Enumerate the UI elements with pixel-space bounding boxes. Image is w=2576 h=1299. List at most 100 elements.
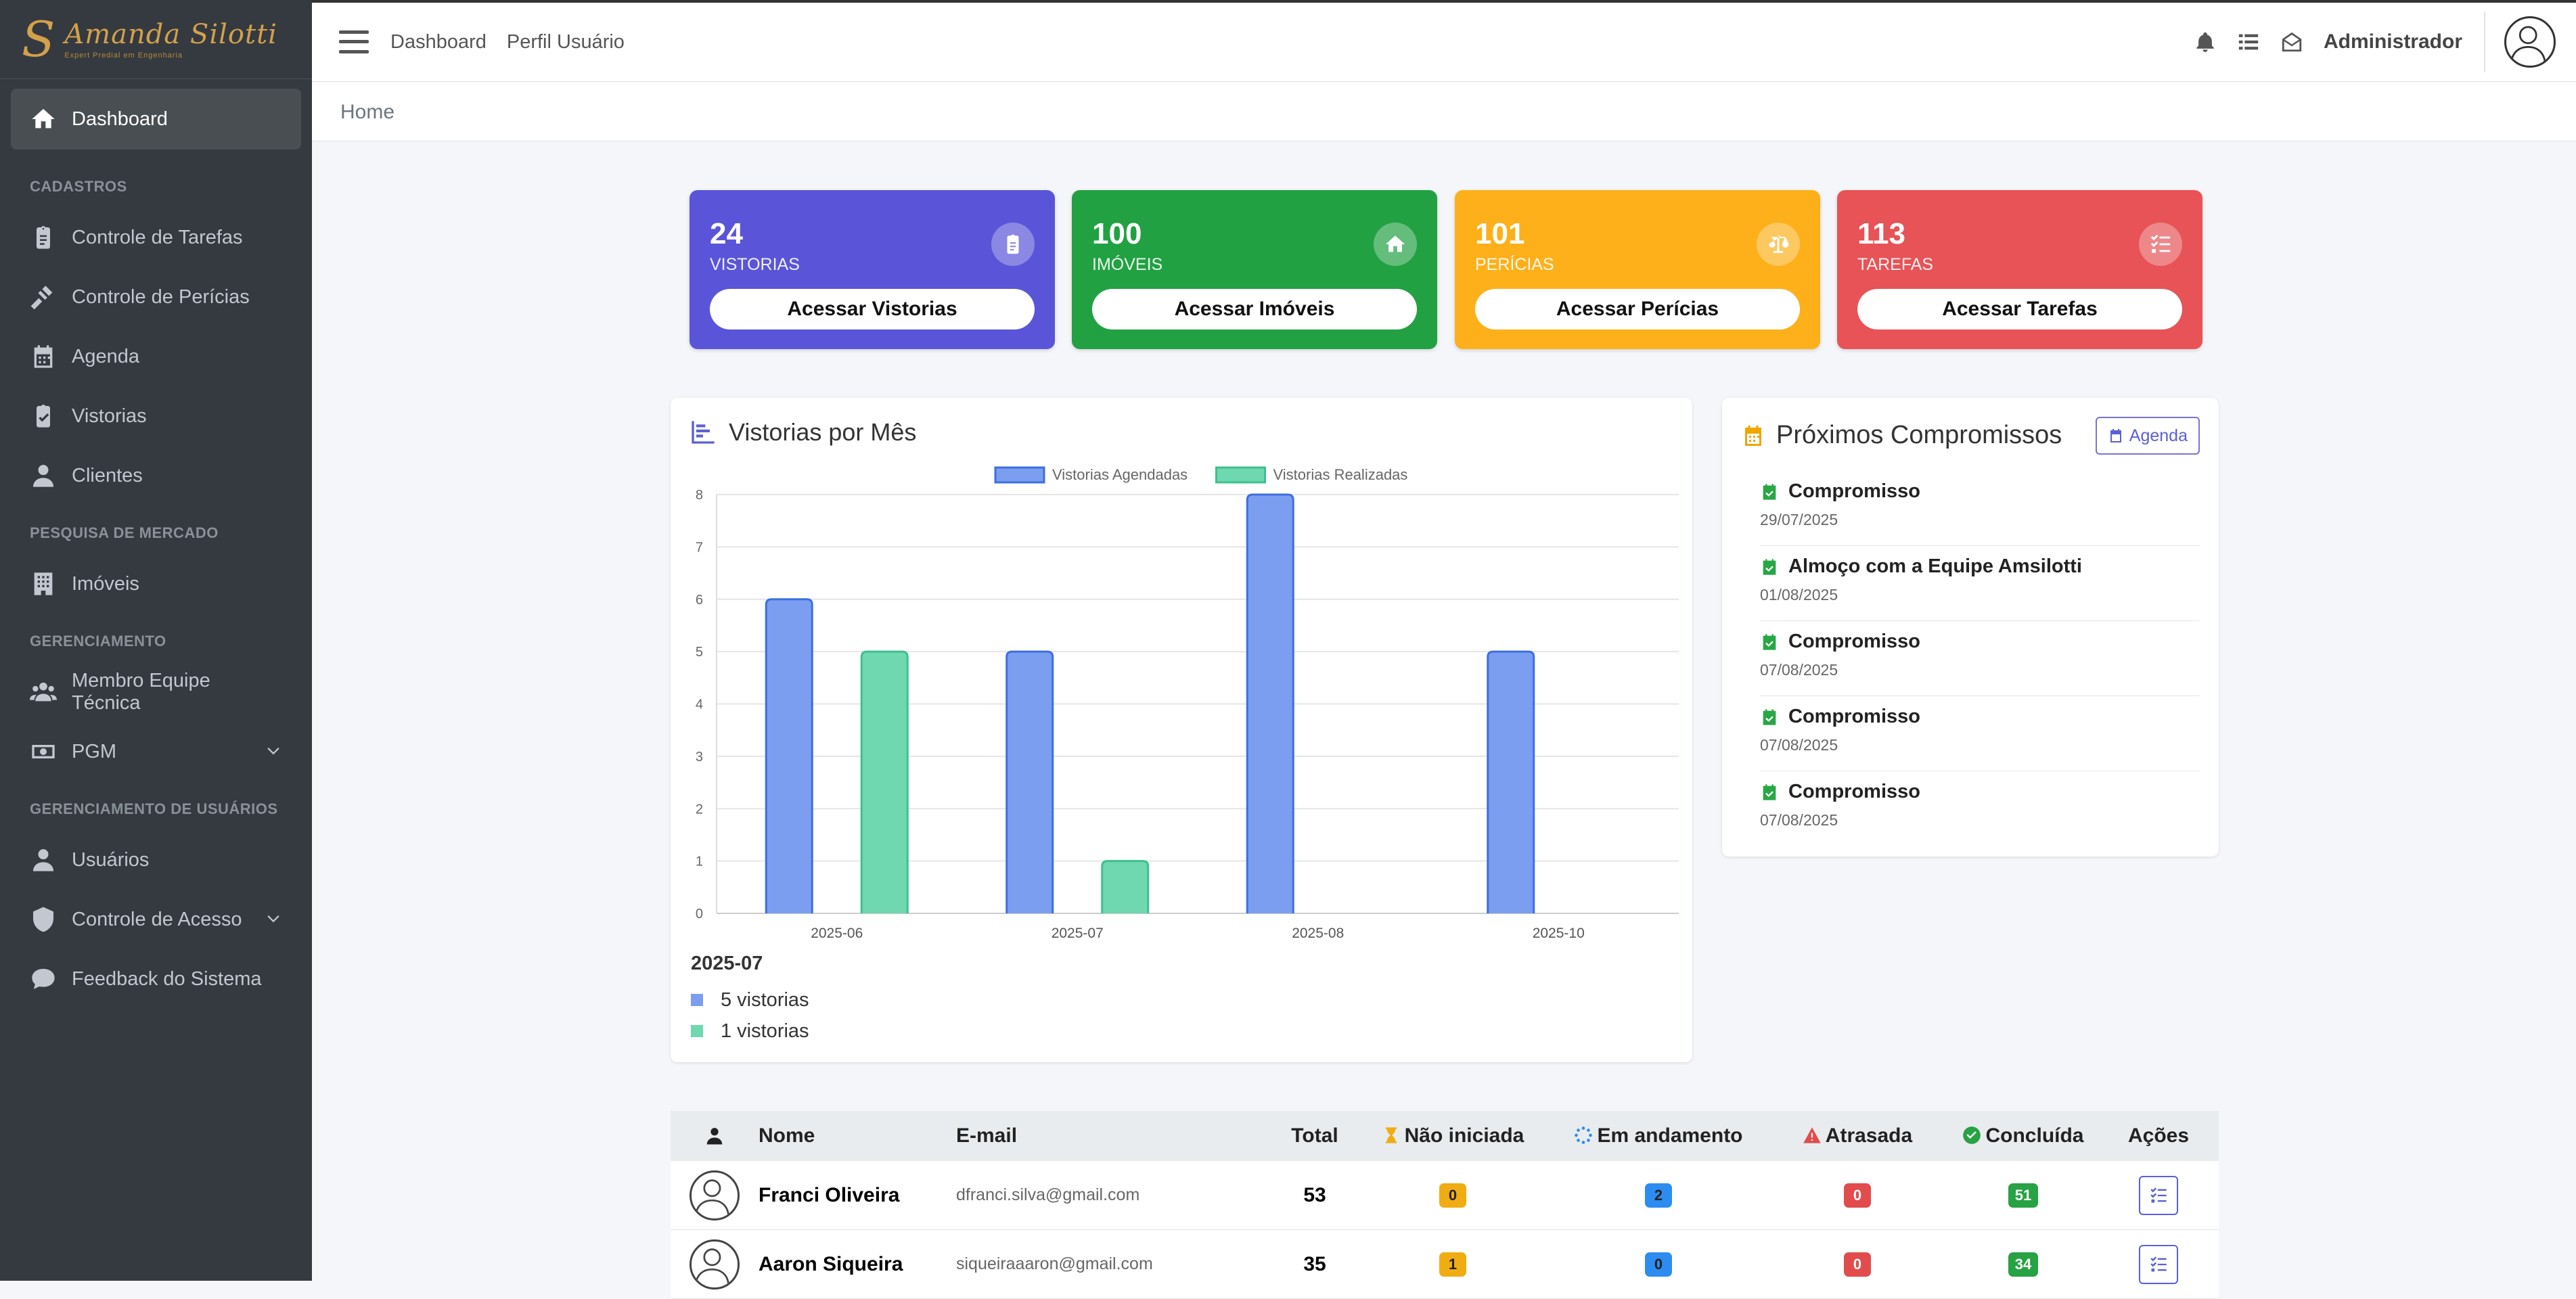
legend-label: Vistorias Realizadas [1273, 466, 1408, 483]
sidebar-item-controle-acesso[interactable]: Controle de Acesso [11, 890, 301, 949]
bar-agendadas [1246, 493, 1294, 913]
acessar-tarefas-button[interactable]: Acessar Tarefas [1857, 289, 2182, 329]
table-row[interactable]: Aaron Siqueira siqueiraaaron@gmail.com 3… [671, 1230, 2219, 1299]
column-header-em-andamento[interactable]: Em andamento [1550, 1124, 1767, 1147]
view-tasks-button[interactable] [2139, 1244, 2178, 1284]
calendar-icon [2110, 429, 2121, 442]
column-header-nome[interactable]: Nome [759, 1124, 815, 1147]
appointment-date: 29/07/2025 [1760, 511, 1838, 528]
chart-title: Vistorias por Mês [690, 418, 916, 447]
acessar-vistorias-button[interactable]: Acessar Vistorias [710, 289, 1035, 329]
sidebar-item-dashboard[interactable]: Dashboard [11, 89, 301, 150]
list-item[interactable]: Compromisso 07/08/2025 [1760, 621, 2200, 696]
x-tick-label: 2025-08 [1292, 926, 1344, 941]
column-header-label: Em andamento [1597, 1124, 1743, 1147]
status-badge: 0 [1645, 1252, 1672, 1277]
agenda-button[interactable]: Agenda [2095, 417, 2200, 455]
column-header-email[interactable]: E-mail [956, 1124, 1018, 1147]
tasks-icon [2150, 1187, 2167, 1202]
avatar[interactable] [2504, 16, 2556, 68]
user-name[interactable]: Administrador [2323, 30, 2462, 53]
legend-swatch [994, 466, 1045, 484]
list-item[interactable]: Compromisso 07/08/2025 [1760, 771, 2200, 846]
sidebar-item-label: Clientes [72, 464, 143, 486]
tooltip-title: 2025-07 [691, 953, 763, 974]
member-name: Franci Oliveira [759, 1183, 900, 1206]
y-tick-label: 7 [696, 540, 703, 555]
vistorias-chart-card: Vistorias por Mês Vistorias Agendadas Vis… [671, 398, 1692, 1062]
clipboard-icon [991, 223, 1035, 266]
list-item[interactable]: Compromisso 07/08/2025 [1760, 696, 2200, 771]
sidebar-item-imoveis[interactable]: Imóveis [11, 554, 301, 614]
member-email: dfranci.silva@gmail.com [956, 1185, 1140, 1204]
tooltip-value: 1 vistorias [721, 1020, 809, 1042]
sidebar-item-usuarios[interactable]: Usuários [11, 830, 301, 890]
home-icon [1374, 223, 1417, 266]
calendar-check-icon [1763, 558, 1776, 575]
sidebar-item-clientes[interactable]: Clientes [11, 446, 301, 505]
brand-logo[interactable]: S Amanda Silotti Expert Predial em Engen… [0, 0, 312, 79]
table-header: Nome E-mail Total Não iniciada Em andame… [671, 1111, 2219, 1161]
balance-scale-icon [1757, 223, 1800, 266]
stat-value: 100 [1092, 217, 1142, 250]
sidebar-item-membro-equipe[interactable]: Membro Equipe Técnica [11, 662, 301, 722]
calendar-check-icon [1763, 633, 1776, 650]
list-icon[interactable] [2237, 30, 2260, 53]
sidebar-item-label: Controle de Acesso [72, 908, 242, 930]
column-header-total[interactable]: Total [1291, 1124, 1338, 1147]
table-row[interactable]: Franci Oliveira dfranci.silva@gmail.com … [671, 1161, 2219, 1230]
sidebar-item-controle-tarefas[interactable]: Controle de Tarefas [11, 208, 301, 267]
y-tick-label: 2 [696, 802, 703, 817]
avatar [690, 1170, 740, 1221]
nav-link-perfil[interactable]: Perfil Usuário [506, 30, 625, 53]
list-item[interactable]: Compromisso 29/07/2025 [1760, 471, 2200, 546]
sidebar-item-label: PGM [72, 740, 117, 762]
sidebar-section-header: PESQUISA DE MERCADO [30, 524, 219, 541]
view-tasks-button[interactable] [2139, 1175, 2178, 1215]
brand-subtitle: Expert Predial em Engenharia [64, 51, 183, 60]
sidebar-section-header: CADASTROS [30, 178, 127, 195]
stat-label: IMÓVEIS [1092, 255, 1163, 274]
stat-label: PERÍCIAS [1475, 255, 1554, 274]
x-tick-label: 2025-06 [811, 926, 863, 941]
menu-toggle-icon[interactable] [339, 27, 369, 57]
y-tick-label: 8 [696, 488, 703, 503]
appointment-name: Compromisso [1788, 706, 1920, 727]
sidebar-item-agenda[interactable]: Agenda [11, 327, 301, 386]
column-header-atrasada[interactable]: Atrasada [1767, 1124, 1948, 1147]
sidebar-item-label: Feedback do Sistema [72, 967, 262, 990]
stat-value: 113 [1857, 217, 1905, 250]
upcoming-appointments-card: Próximos Compromissos Agenda Compromisso… [1722, 398, 2219, 857]
acessar-pericias-button[interactable]: Acessar Perícias [1475, 289, 1800, 329]
comment-icon [32, 969, 55, 989]
bell-icon[interactable] [2194, 30, 2217, 53]
breadcrumb-home[interactable]: Home [340, 101, 395, 123]
list-item[interactable]: Almoço com a Equipe Amsilotti 01/08/2025 [1760, 546, 2200, 621]
total-count: 53 [1303, 1183, 1326, 1206]
divider [2484, 12, 2485, 72]
stat-card-imoveis: 100 IMÓVEIS Acessar Imóveis [1072, 190, 1437, 349]
calendar-check-icon [1763, 483, 1776, 500]
tasks-icon [2150, 1256, 2167, 1271]
sidebar-item-vistorias[interactable]: Vistorias [11, 386, 301, 446]
sidebar-item-label: Imóveis [72, 572, 139, 595]
check-circle-icon [1963, 1126, 1981, 1144]
money-icon [32, 745, 55, 758]
sidebar-item-controle-pericias[interactable]: Controle de Perícias [11, 267, 301, 327]
acessar-imoveis-button[interactable]: Acessar Imóveis [1092, 289, 1417, 329]
sidebar-item-feedback[interactable]: Feedback do Sistema [11, 949, 301, 1009]
member-name: Aaron Siqueira [759, 1252, 903, 1275]
bar-agendadas [1487, 650, 1535, 913]
envelope-open-icon[interactable] [2280, 30, 2303, 53]
upcoming-list: Compromisso 29/07/2025 Almoço com a Equi… [1760, 471, 2200, 846]
nav-link-dashboard[interactable]: Dashboard [390, 30, 487, 53]
user-tie-icon [33, 465, 53, 487]
appointment-name: Compromisso [1788, 781, 1920, 802]
top-navbar: Dashboard Perfil Usuário Administrador [312, 0, 2576, 82]
sidebar-item-label: Usuários [72, 848, 150, 871]
column-header-concluida[interactable]: Concluída [1948, 1124, 2098, 1147]
upcoming-title: Próximos Compromissos [1741, 421, 2062, 450]
legend-swatch [1215, 466, 1266, 484]
column-header-nao-iniciada[interactable]: Não iniciada [1355, 1124, 1550, 1147]
sidebar-item-pgm[interactable]: PGM [11, 722, 301, 781]
